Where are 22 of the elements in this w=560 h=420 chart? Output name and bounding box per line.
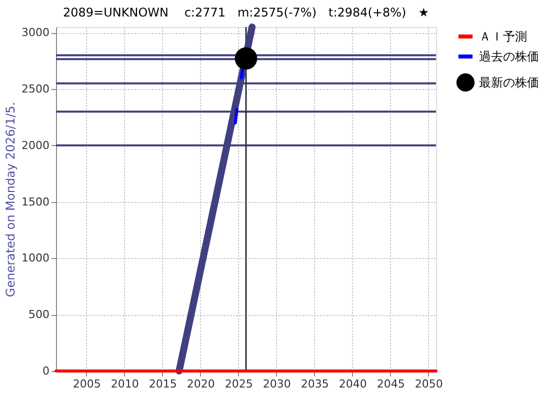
legend-label: 過去の株価	[479, 50, 539, 64]
y-axis-title: Generated on Monday 2026/1/5.	[4, 102, 18, 298]
x-tick-label: 2045	[376, 378, 405, 390]
y-tick-label: 1500	[22, 195, 50, 208]
legend-label: 最新の株価	[479, 76, 539, 90]
x-tick-label: 2040	[338, 378, 367, 390]
x-tick-label: 2010	[110, 378, 139, 390]
legend-label: ＡＩ予測	[479, 30, 527, 44]
y-tick-label: 500	[28, 308, 50, 322]
x-tick-label: 2030	[262, 378, 291, 390]
y-tick-label: 2000	[22, 138, 50, 152]
x-tick-label: 2005	[72, 378, 101, 390]
x-tick-label: 2015	[148, 378, 177, 390]
x-tick-label: 2025	[224, 378, 253, 390]
x-tick-label: 2020	[186, 378, 215, 390]
chart-title: 2089=UNKNOWN c:2771 m:2575(-7%) t:2984(+8%) ★	[63, 6, 429, 20]
x-tick-label: 2050	[414, 378, 443, 390]
y-tick-label: 1000	[22, 252, 50, 265]
x-tick-label: 2035	[300, 378, 329, 390]
y-tick-label: 3000	[22, 26, 50, 40]
y-tick-label: 2500	[22, 82, 50, 96]
y-tick-label: 0	[42, 364, 50, 378]
